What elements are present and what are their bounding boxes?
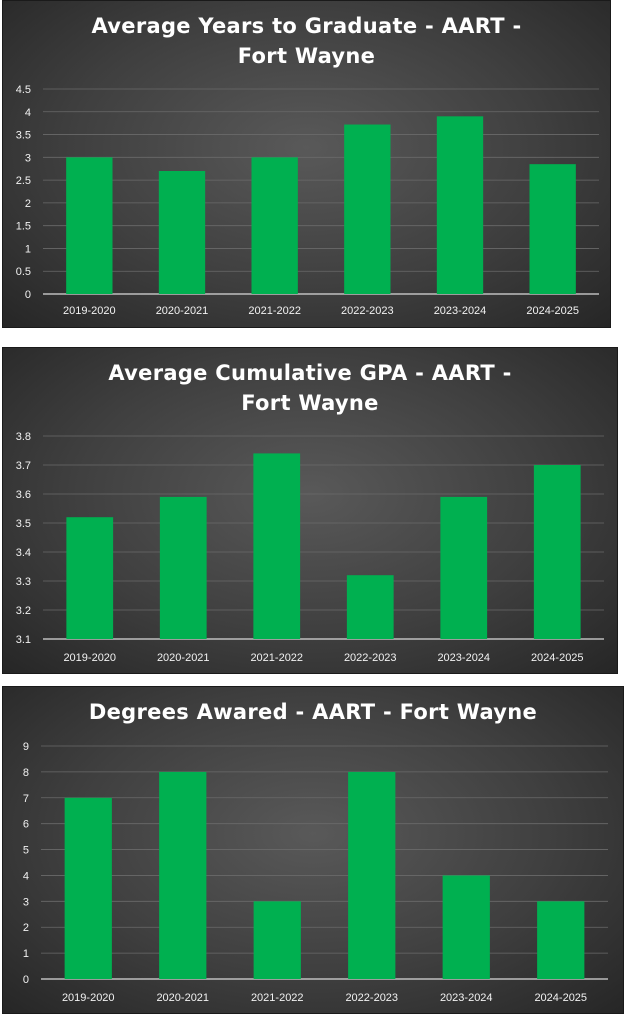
bar-2020-2021 <box>159 771 207 979</box>
y-tick-label: 2 <box>25 198 31 210</box>
chart-cumulative-gpa: Average Cumulative GPA - AART - Fort Way… <box>2 347 618 674</box>
x-tick-label: 2023-2024 <box>434 305 487 317</box>
bar-2024-2025 <box>537 901 585 979</box>
bar-2023-2024 <box>442 875 490 979</box>
bar-2019-2020 <box>66 157 113 294</box>
bar-2021-2022 <box>253 453 301 639</box>
x-tick-label: 2022-2023 <box>341 305 394 317</box>
y-tick-label: 7 <box>23 793 29 805</box>
x-tick-label: 2020-2021 <box>156 992 209 1004</box>
y-tick-label: 3 <box>25 152 31 164</box>
x-tick-label: 2023-2024 <box>440 992 493 1004</box>
y-tick-label: 8 <box>23 767 29 779</box>
bar-2019-2020 <box>66 517 114 639</box>
y-tick-label: 0 <box>23 974 29 986</box>
bar-2023-2024 <box>436 116 484 294</box>
y-tick-label: 3.2 <box>16 605 31 617</box>
bar-2024-2025 <box>529 164 576 294</box>
bar-2022-2023 <box>348 771 396 979</box>
y-tick-label: 3.7 <box>16 460 31 472</box>
y-tick-label: 1 <box>23 948 29 960</box>
y-tick-label: 0.5 <box>16 266 31 278</box>
plot-area: 0 0.5 1 1.5 2 2.5 3 3.5 4 4.5 2019-2020 2020-2021 20… <box>16 84 599 317</box>
y-tick-label: 3.1 <box>16 634 31 646</box>
y-tick-label: 4 <box>23 870 29 882</box>
y-tick-label: 2.5 <box>16 175 31 187</box>
y-tick-label: 9 <box>23 741 29 753</box>
y-tick-label: 3.3 <box>16 576 31 588</box>
y-tick-label: 1 <box>25 243 31 255</box>
chart-years-to-graduate: Average Years to Graduate - AART - Fort … <box>2 0 611 328</box>
x-tick-label: 2024-2025 <box>534 992 587 1004</box>
x-tick-label: 2020-2021 <box>157 652 210 664</box>
y-tick-label: 0 <box>25 289 31 301</box>
x-tick-label: 2022-2023 <box>345 992 398 1004</box>
bar-2024-2025 <box>533 465 581 639</box>
chart-degrees-awarded: Degrees Awared - AART - Fort Wayne 0 1 2 3 4… <box>2 686 624 1014</box>
y-tick-label: 3.4 <box>16 547 31 559</box>
x-tick-label: 2021-2022 <box>248 305 301 317</box>
x-tick-label: 2019-2020 <box>63 305 116 317</box>
bar-2021-2022 <box>251 157 298 294</box>
y-tick-label: 2 <box>23 922 29 934</box>
x-tick-label: 2023-2024 <box>437 652 490 664</box>
y-tick-label: 3.6 <box>16 489 31 501</box>
chart-title: Average Years to Graduate - AART - Fort … <box>91 14 522 68</box>
x-tick-label: 2020-2021 <box>156 305 209 317</box>
y-tick-label: 6 <box>23 819 29 831</box>
x-tick-label: 2019-2020 <box>62 992 115 1004</box>
bar-2020-2021 <box>158 171 206 294</box>
x-tick-label: 2024-2025 <box>531 652 584 664</box>
x-tick-label: 2022-2023 <box>344 652 397 664</box>
y-tick-label: 3 <box>23 896 29 908</box>
bar-2023-2024 <box>440 496 488 639</box>
y-tick-label: 1.5 <box>16 221 31 233</box>
bar-2021-2022 <box>253 901 301 979</box>
x-tick-label: 2021-2022 <box>251 992 304 1004</box>
plot-area: 0 1 2 3 4 5 6 7 8 9 2019-2020 2020-2021 2021-2022 202… <box>23 741 608 1004</box>
bar-2022-2023 <box>344 124 391 295</box>
chart-title: Average Cumulative GPA - AART - Fort Way… <box>108 361 512 415</box>
x-tick-label: 2024-2025 <box>526 305 579 317</box>
plot-area: 3.1 3.2 3.3 3.4 3.5 3.6 3.7 3.8 2019-2020 2020-20… <box>16 431 604 664</box>
y-tick-label: 3.5 <box>16 130 31 142</box>
y-tick-label: 4.5 <box>16 84 31 96</box>
chart-title: Degrees Awared - AART - Fort Wayne <box>88 700 538 724</box>
bar-2020-2021 <box>159 496 207 639</box>
x-tick-label: 2021-2022 <box>250 652 303 664</box>
y-tick-label: 4 <box>25 107 31 119</box>
x-tick-label: 2019-2020 <box>63 652 116 664</box>
bar-2019-2020 <box>64 797 112 979</box>
y-tick-label: 3.8 <box>16 431 31 443</box>
y-tick-label: 3.5 <box>16 518 31 530</box>
y-tick-label: 5 <box>23 845 29 857</box>
bar-2022-2023 <box>346 575 394 639</box>
